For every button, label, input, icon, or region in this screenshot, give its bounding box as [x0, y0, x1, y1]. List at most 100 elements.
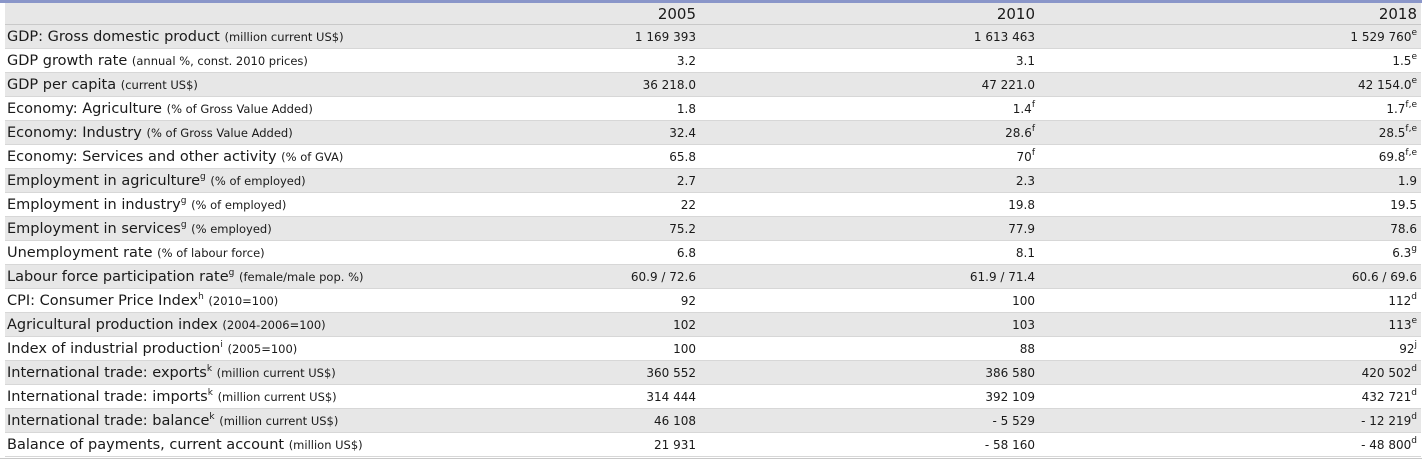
footnote-marker: k	[209, 411, 215, 422]
indicator-name: Economy: Services and other activity	[7, 148, 277, 165]
footnote-marker: d	[1411, 387, 1417, 398]
indicator-name: Employment in services	[7, 220, 181, 237]
indicator-unit: (annual %, const. 2010 prices)	[131, 53, 308, 68]
value-number: 28.5	[1378, 125, 1406, 140]
value-cell-2018: 6.3g	[1039, 240, 1421, 265]
value-number: 2.7	[676, 173, 696, 188]
value-cell-2005: 92	[401, 288, 700, 313]
value-number: 8.1	[1015, 245, 1035, 260]
footnote-marker: d	[1411, 291, 1417, 302]
indicator-label-cell: Balance of payments, current account (mi…	[5, 432, 401, 457]
indicator-label-cell: Employment in agricultureg (% of employe…	[5, 168, 401, 193]
indicator-unit: (2004-2006=100)	[222, 317, 326, 332]
indicator-unit: (% of labour force)	[157, 245, 265, 260]
value-cell-2010: 386 580	[700, 360, 1039, 385]
indicator-unit: (% of Gross Value Added)	[146, 125, 293, 140]
value-cell-2018: 78.6	[1039, 216, 1421, 241]
indicator-label-cell: GDP growth rate (annual %, const. 2010 p…	[5, 48, 401, 73]
value-number: 46 108	[654, 413, 696, 428]
value-cell-2018: 19.5	[1039, 192, 1421, 217]
table-row: Economy: Services and other activity (% …	[5, 144, 1421, 169]
value-cell-2018: 42 154.0e	[1039, 72, 1421, 97]
value-cell-2018: 60.6 / 69.6	[1039, 264, 1421, 289]
table-row: Agricultural production index (2004-2006…	[5, 312, 1421, 337]
value-number: 102	[673, 317, 696, 332]
footnote-marker: f,e	[1405, 99, 1417, 110]
table-row: International trade: importsk (million c…	[5, 384, 1421, 409]
value-number: 92	[1399, 341, 1415, 356]
footnote-marker: i	[220, 339, 223, 350]
indicator-label-cell: International trade: exportsk (million c…	[5, 360, 401, 385]
value-number: 6.8	[676, 245, 696, 260]
value-cell-2018: 1.5e	[1039, 48, 1421, 73]
value-cell-2005: 65.8	[401, 144, 700, 169]
header-label-cell	[5, 3, 401, 25]
indicator-label-cell: CPI: Consumer Price Indexh (2010=100)	[5, 288, 401, 313]
value-number: 19.8	[1008, 197, 1035, 212]
value-number: 1.9	[1397, 173, 1417, 188]
footnote-marker: h	[198, 291, 204, 302]
value-cell-2018: 69.8f,e	[1039, 144, 1421, 169]
indicator-label-cell: Unemployment rate (% of labour force)	[5, 240, 401, 265]
value-number: 420 502	[1361, 365, 1412, 380]
value-cell-2018: 432 721d	[1039, 384, 1421, 409]
value-number: - 58 160	[984, 437, 1035, 452]
value-number: 103	[1012, 317, 1035, 332]
indicator-label-cell: GDP per capita (current US$)	[5, 72, 401, 97]
value-number: 65.8	[669, 149, 696, 164]
footnote-marker: g	[180, 219, 187, 230]
value-number: 60.6 / 69.6	[1351, 269, 1417, 284]
footnote-marker: d	[1411, 411, 1417, 422]
value-number: 360 552	[646, 365, 696, 380]
indicator-unit: (million current US$)	[219, 413, 339, 428]
value-number: 28.6	[1005, 125, 1032, 140]
table-row: Balance of payments, current account (mi…	[5, 432, 1421, 457]
indicator-name: GDP: Gross domestic product	[7, 28, 220, 45]
top-border	[0, 0, 1422, 3]
footnote-marker: f	[1031, 123, 1035, 134]
table-row: International trade: balancek (million c…	[5, 408, 1421, 433]
indicator-name: Balance of payments, current account	[7, 436, 285, 453]
table-row: GDP growth rate (annual %, const. 2010 p…	[5, 48, 1421, 73]
value-cell-2010: - 58 160	[700, 432, 1039, 457]
value-number: 61.9 / 71.4	[969, 269, 1035, 284]
value-number: 78.6	[1390, 221, 1417, 236]
table-row: Economy: Agriculture (% of Gross Value A…	[5, 96, 1421, 121]
table-row: Unemployment rate (% of labour force) 6.8…	[5, 240, 1421, 265]
indicator-label-cell: International trade: importsk (million c…	[5, 384, 401, 409]
value-cell-2010: 70f	[700, 144, 1039, 169]
indicator-label-cell: International trade: balancek (million c…	[5, 408, 401, 433]
value-number: 100	[1012, 293, 1035, 308]
bottom-border	[0, 458, 1422, 459]
header-year-2010: 2010	[700, 3, 1039, 25]
value-number: 92	[680, 293, 696, 308]
footnote-marker: g	[228, 267, 235, 278]
table-body: GDP: Gross domestic product (million cur…	[5, 24, 1421, 457]
indicator-name: Economy: Industry	[7, 124, 142, 141]
indicator-label-cell: GDP: Gross domestic product (million cur…	[5, 24, 401, 49]
footnote-marker: e	[1411, 27, 1417, 38]
value-cell-2018: 92j	[1039, 336, 1421, 361]
value-cell-2005: 360 552	[401, 360, 700, 385]
value-cell-2010: 392 109	[700, 384, 1039, 409]
indicator-name: GDP per capita	[7, 76, 117, 93]
value-number: 60.9 / 72.6	[630, 269, 696, 284]
indicator-unit: (million current US$)	[216, 365, 336, 380]
table-row: Economy: Industry (% of Gross Value Adde…	[5, 120, 1421, 145]
value-number: 3.2	[676, 53, 696, 68]
value-number: 2.3	[1015, 173, 1035, 188]
indicator-label-cell: Index of industrial productioni (2005=10…	[5, 336, 401, 361]
value-number: 1 169 393	[634, 29, 696, 44]
value-number: 113	[1388, 317, 1412, 332]
value-cell-2005: 314 444	[401, 384, 700, 409]
value-number: 22	[680, 197, 696, 212]
value-cell-2005: 32.4	[401, 120, 700, 145]
indicator-label-cell: Labour force participation rateg (female…	[5, 264, 401, 289]
value-cell-2005: 102	[401, 312, 700, 337]
value-cell-2005: 2.7	[401, 168, 700, 193]
value-cell-2010: 19.8	[700, 192, 1039, 217]
indicator-unit: (% of GVA)	[281, 149, 344, 164]
value-number: 70	[1016, 149, 1032, 164]
indicator-unit: (female/male pop. %)	[238, 269, 364, 284]
value-cell-2010: 8.1	[700, 240, 1039, 265]
